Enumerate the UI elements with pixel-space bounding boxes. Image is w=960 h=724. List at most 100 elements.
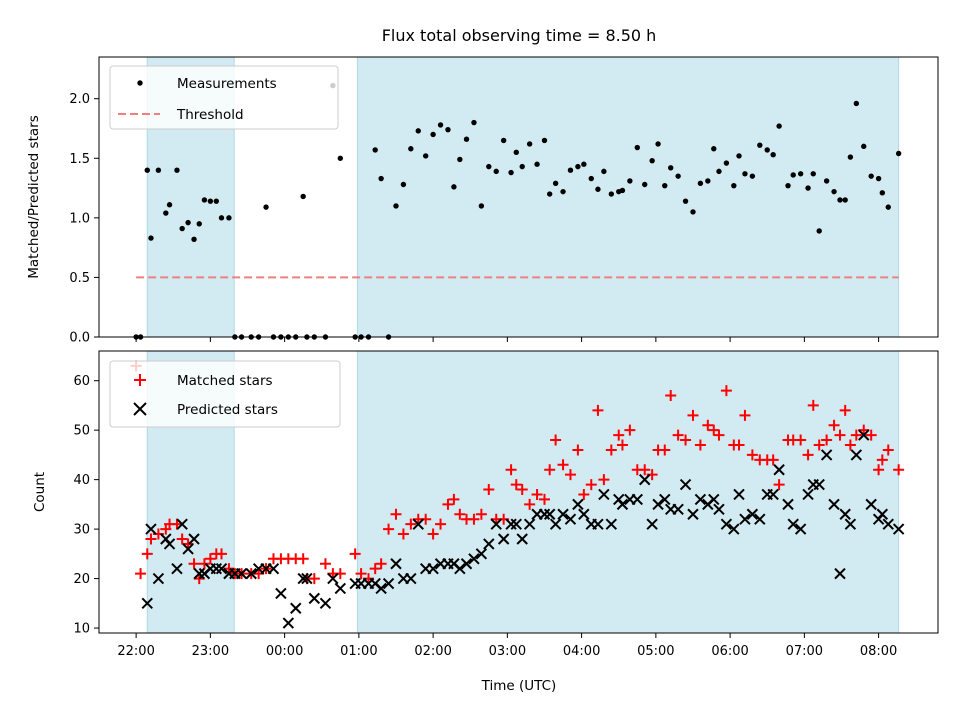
chart-title: Flux total observing time = 8.50 h <box>382 26 657 45</box>
data-point-predicted <box>390 558 402 570</box>
data-point <box>144 167 150 173</box>
data-point-predicted <box>616 498 629 511</box>
data-point-predicted <box>834 567 846 580</box>
y-tick-label: 20 <box>73 572 90 587</box>
data-point-matched <box>538 493 550 505</box>
data-point-predicted <box>334 582 347 595</box>
data-point-matched <box>468 513 480 525</box>
data-point-predicted <box>475 548 488 560</box>
data-point-matched <box>454 508 466 520</box>
data-point-matched <box>882 444 894 456</box>
data-point-predicted <box>844 518 857 530</box>
x-tick-label: 01:00 <box>340 644 377 659</box>
data-point-matched <box>873 464 885 476</box>
data-point <box>560 188 566 195</box>
data-point <box>519 163 525 170</box>
data-point <box>705 178 711 184</box>
x-tick-label: 22:00 <box>117 644 154 659</box>
data-point-predicted <box>828 498 840 511</box>
legend-top-frame <box>109 65 339 130</box>
data-point <box>546 191 553 197</box>
x-tick-label: 00:00 <box>266 644 303 659</box>
data-point <box>166 202 173 208</box>
data-point-matched <box>510 479 522 491</box>
data-point <box>541 137 548 144</box>
data-point-matched <box>390 508 402 520</box>
data-point-matched <box>680 434 692 446</box>
data-point-matched <box>807 399 819 411</box>
data-point-predicted <box>646 518 658 530</box>
data-point-matched <box>550 434 562 446</box>
data-point-predicted <box>746 508 759 520</box>
data-point-matched <box>375 558 387 570</box>
data-point-predicted <box>754 513 766 525</box>
data-point <box>567 167 574 173</box>
data-point <box>534 161 540 167</box>
data-point-predicted <box>141 597 153 610</box>
data-point-matched <box>544 464 556 476</box>
data-point-predicted <box>694 493 707 506</box>
data-point <box>776 123 782 129</box>
data-point-matched <box>442 498 454 510</box>
data-point-predicted <box>327 572 339 585</box>
data-point <box>757 142 763 148</box>
data-point <box>601 168 607 175</box>
data-point-predicted <box>865 498 877 511</box>
data-point-predicted <box>235 567 248 580</box>
data-point-predicted <box>858 429 870 441</box>
data-point-predicted <box>497 533 510 545</box>
x-tick-label: 06:00 <box>711 644 748 659</box>
data-point <box>263 204 269 210</box>
data-point-predicted <box>245 567 257 580</box>
data-point-predicted <box>739 513 751 525</box>
y-tick-label: 2.0 <box>69 92 90 107</box>
data-point-predicted <box>802 488 814 501</box>
data-point <box>486 163 492 170</box>
data-point <box>770 152 776 158</box>
data-point <box>463 136 470 142</box>
data-point-predicted <box>210 562 223 575</box>
data-point <box>810 171 816 177</box>
data-point <box>155 167 162 173</box>
data-point-matched <box>483 484 495 496</box>
data-point-matched <box>592 404 604 416</box>
data-point <box>785 182 791 189</box>
data-point <box>649 157 655 164</box>
data-point-matched <box>795 434 807 446</box>
data-point-predicted <box>375 582 387 595</box>
data-point <box>682 198 689 204</box>
data-point <box>797 171 804 177</box>
data-point <box>662 182 668 189</box>
y-tick-label: 1.5 <box>69 152 90 167</box>
data-point <box>457 156 463 163</box>
data-point <box>655 141 661 147</box>
data-point <box>451 184 457 190</box>
data-point-predicted <box>773 464 785 476</box>
data-point-predicted <box>728 523 740 535</box>
data-point-matched <box>850 429 862 441</box>
data-point <box>337 155 344 161</box>
data-point-predicted <box>171 562 183 575</box>
data-point <box>201 197 208 203</box>
data-point <box>668 165 674 171</box>
legend-measurements-marker <box>137 80 143 86</box>
data-point-matched <box>524 498 536 510</box>
shaded-interval <box>356 350 900 634</box>
data-point <box>196 221 202 227</box>
data-point-matched <box>572 444 584 456</box>
data-point-predicted <box>145 523 157 535</box>
data-point-matched <box>176 533 188 545</box>
data-point-matched <box>435 518 447 530</box>
data-point-predicted <box>267 562 280 575</box>
data-point-matched <box>739 409 751 421</box>
data-point <box>185 219 191 226</box>
data-point-predicted <box>301 572 313 585</box>
data-point <box>847 154 854 160</box>
data-point-matched <box>564 469 576 481</box>
data-point <box>500 137 507 144</box>
data-point-predicted <box>820 449 833 461</box>
data-point-matched <box>876 454 888 466</box>
x-axis-label: Time (UTC) <box>481 678 557 694</box>
data-point <box>742 171 748 177</box>
data-point-predicted <box>382 577 395 590</box>
